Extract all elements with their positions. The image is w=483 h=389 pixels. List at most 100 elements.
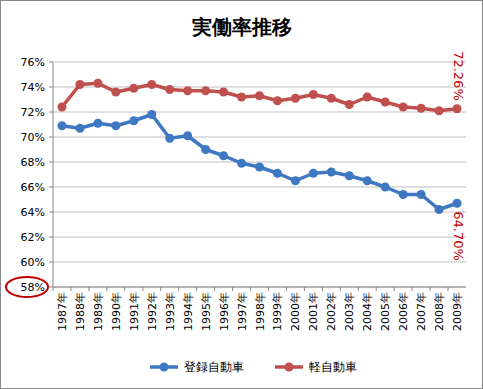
data-point xyxy=(399,103,408,112)
series-line xyxy=(62,83,457,111)
data-point xyxy=(75,80,84,89)
x-axis xyxy=(53,287,466,288)
data-point xyxy=(219,88,228,97)
tick-label: 72% xyxy=(21,106,45,119)
tick xyxy=(49,237,53,238)
tick xyxy=(142,287,143,291)
tick xyxy=(178,287,179,291)
grid-line xyxy=(53,137,466,138)
tick xyxy=(250,287,251,291)
tick xyxy=(49,187,53,188)
data-point xyxy=(255,91,264,100)
data-point xyxy=(363,176,372,185)
data-point xyxy=(273,96,282,105)
data-point xyxy=(255,163,264,172)
tick xyxy=(160,287,161,291)
data-point xyxy=(309,169,318,178)
tick xyxy=(196,287,197,291)
tick xyxy=(232,287,233,291)
data-point xyxy=(183,131,192,140)
tick-label: 2005年 xyxy=(379,292,392,331)
tick xyxy=(448,287,449,291)
tick xyxy=(358,287,359,291)
tick-label: 1994年 xyxy=(182,292,195,331)
tick xyxy=(268,287,269,291)
tick xyxy=(49,287,53,288)
tick xyxy=(49,62,53,63)
highlight-circle xyxy=(6,277,48,297)
legend-marker xyxy=(285,363,294,372)
tick-label: 1995年 xyxy=(200,292,213,331)
tick xyxy=(214,287,215,291)
tick-label: 1988年 xyxy=(74,292,87,331)
tick-label: 1991年 xyxy=(128,292,141,331)
data-point xyxy=(435,106,444,115)
series-line xyxy=(62,115,457,210)
tick xyxy=(376,287,377,291)
data-point xyxy=(93,119,102,128)
tick xyxy=(286,287,287,291)
data-point xyxy=(129,84,138,93)
tick-label: 2008年 xyxy=(433,292,446,331)
grid-line xyxy=(53,237,466,238)
data-point xyxy=(399,190,408,199)
data-point xyxy=(57,121,66,130)
data-point xyxy=(57,103,66,112)
data-point xyxy=(111,88,120,97)
tick-label: 1989年 xyxy=(92,292,105,331)
data-point xyxy=(201,145,210,154)
grid-line xyxy=(53,212,466,213)
tick-label: 1990年 xyxy=(110,292,123,331)
tick-label: 1996年 xyxy=(218,292,231,331)
chart: 実働率推移58%60%62%64%66%68%70%72%74%76%1987年… xyxy=(0,0,483,389)
grid-line xyxy=(53,287,466,288)
data-point xyxy=(165,134,174,143)
y-axis xyxy=(53,62,54,287)
grid-line xyxy=(53,262,466,263)
tick-label: 1997年 xyxy=(236,292,249,331)
data-point xyxy=(363,93,372,102)
legend-label: 登録自動車 xyxy=(184,360,244,374)
tick xyxy=(304,287,305,291)
tick-label: 68% xyxy=(21,156,45,169)
tick xyxy=(49,137,53,138)
tick-label: 1998年 xyxy=(254,292,267,331)
grid-line xyxy=(53,162,466,163)
tick-label: 76% xyxy=(21,56,45,69)
tick xyxy=(49,212,53,213)
data-point xyxy=(147,110,156,119)
tick xyxy=(124,287,125,291)
plot-area xyxy=(57,79,461,214)
tick xyxy=(53,287,54,291)
tick-label: 2002年 xyxy=(325,292,338,331)
data-point xyxy=(327,94,336,103)
data-point xyxy=(381,98,390,107)
legend-label: 軽自動車 xyxy=(309,360,357,374)
tick-label: 2006年 xyxy=(397,292,410,331)
data-point xyxy=(273,169,282,178)
tick-label: 1987年 xyxy=(56,292,69,331)
tick-label: 2001年 xyxy=(307,292,320,331)
grid-line xyxy=(53,112,466,113)
data-point xyxy=(417,190,426,199)
legend-marker xyxy=(160,363,169,372)
data-point xyxy=(219,151,228,160)
tick xyxy=(340,287,341,291)
tick-label: 60% xyxy=(21,256,45,269)
data-point xyxy=(453,104,462,113)
data-point xyxy=(93,79,102,88)
tick xyxy=(49,262,53,263)
data-point xyxy=(381,183,390,192)
tick-label: 58% xyxy=(21,281,45,294)
data-label: 72.26% xyxy=(451,51,466,101)
tick-label: 74% xyxy=(21,81,45,94)
tick-label: 2007年 xyxy=(415,292,428,331)
data-point xyxy=(309,90,318,99)
tick xyxy=(49,162,53,163)
grid-line xyxy=(53,87,466,88)
tick-label: 70% xyxy=(21,131,45,144)
data-point xyxy=(345,100,354,109)
tick xyxy=(322,287,323,291)
tick-label: 62% xyxy=(21,231,45,244)
data-point xyxy=(237,93,246,102)
